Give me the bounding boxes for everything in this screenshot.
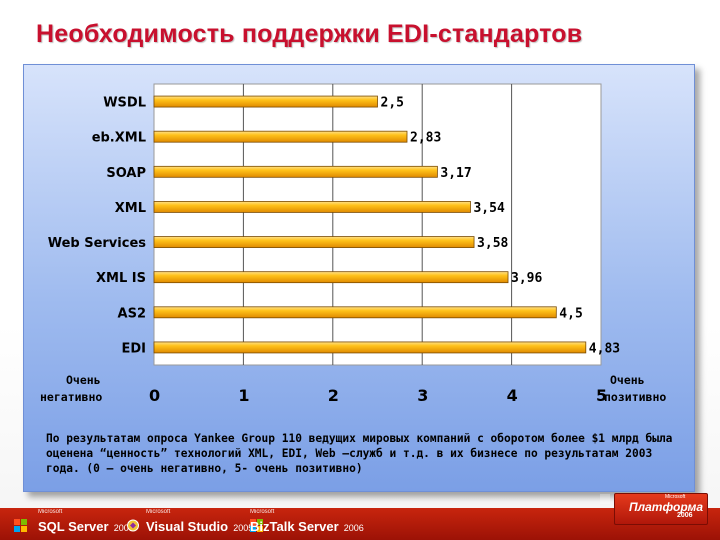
bar-chart: WSDL eb.XML SOAP XML Web Services XML IS AS2 ED… [40,83,666,405]
bar [153,201,471,213]
data-label: 4,83 [589,341,620,356]
category-label: XML IS [96,271,146,286]
slide-title: Необходимость поддержки EDI-стандартов [36,20,583,48]
category-labels: WSDL eb.XML SOAP XML Web Services XML IS AS2 ED… [48,96,147,357]
footer-ms-label: Microsoft [250,509,275,515]
category-label: AS2 [118,306,146,321]
data-label: 3,96 [511,271,542,286]
platform-ms-label: Microsoft [665,494,686,500]
bar [153,306,557,319]
biztalk-icon [250,517,264,532]
bar [153,271,509,284]
footer-product-year: 2005 [113,523,134,533]
data-label: 3,17 [440,166,471,181]
x-tick-labels: 0 1 2 3 4 5 [149,386,607,405]
bar [153,236,475,248]
plot-area [153,83,602,366]
footer-product-name: SQL Server [38,519,109,534]
chart-panel: WSDL eb.XML SOAP XML Web Services XML IS AS2 ED… [23,64,695,492]
footer-product-year: 2006 [343,523,364,533]
bar-series [153,95,587,354]
x-tick-label: 4 [507,386,518,405]
footer-product-visual-studio: Microsoft Visual Studio 2005 [146,509,254,535]
data-label: 4,5 [559,306,582,321]
footer-product-name: Visual Studio [146,519,229,534]
x-tick-label: 3 [417,386,428,405]
platform-logo: Microsoft Платформа 2006 [614,493,708,525]
x-max-label-line1: Очень [610,373,645,387]
footer-product-name: BizTalk Server [250,519,339,534]
platform-name: Платформа [629,500,704,514]
x-tick-label: 1 [238,386,249,405]
x-tick-label: 5 [596,386,607,405]
data-label: 3,58 [477,236,508,251]
data-label: 2,83 [410,131,441,146]
bar [153,95,378,108]
x-min-label-line1: Очень [66,373,101,387]
windows-flag-icon [14,517,28,532]
bar [153,130,408,143]
category-label: SOAP [106,166,146,181]
footer-product-biztalk: Microsoft BizTalk Server 2006 [250,509,364,535]
category-label: Web Services [48,236,147,251]
footer-ms-label: Microsoft [146,509,171,515]
category-label: XML [115,201,146,216]
platform-year: 2006 [677,512,693,519]
category-label: EDI [121,341,146,356]
bar [153,341,587,354]
survey-note: По результатам опроса Yankee Group 110 в… [46,432,673,475]
category-label: eb.XML [92,131,146,146]
x-tick-label: 0 [149,386,160,405]
footer-ms-label: Microsoft [38,509,63,515]
x-max-label-line2: позитивно [604,390,666,404]
x-min-label-line2: негативно [40,390,102,404]
footer-product-year: 2005 [233,523,254,533]
data-label: 3,54 [473,201,504,216]
x-tick-label: 2 [328,386,339,405]
data-label: 2,5 [381,96,404,111]
category-label: WSDL [103,96,146,111]
bar [153,165,438,178]
footer-bar: Microsoft SQL Server 2005 Microsoft Visu… [0,494,720,540]
footer-product-sql-server: Microsoft SQL Server 2005 [38,509,134,535]
visual-studio-icon [126,517,140,532]
value-labels: 2,5 2,83 3,17 3,54 3,58 3,96 4,5 4,83 [381,96,621,357]
